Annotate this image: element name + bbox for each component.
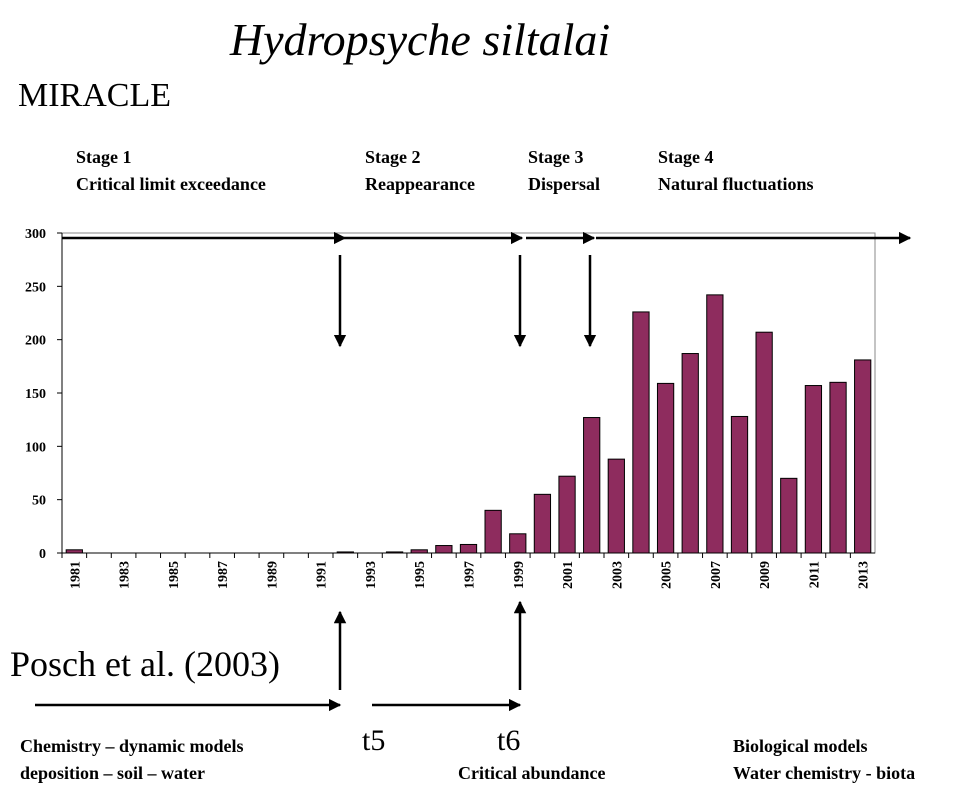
- stage-number: Stage 1: [76, 147, 132, 167]
- annotation: Critical abundance: [458, 763, 606, 783]
- annotation: Chemistry – dynamic models: [20, 736, 244, 756]
- x-tick-label: 1995: [413, 561, 428, 589]
- x-tick-label: 1999: [512, 561, 527, 589]
- subtitle: MIRACLE: [18, 77, 171, 114]
- bar: [854, 359, 872, 554]
- x-tick-label: 2005: [660, 561, 675, 589]
- arrows: [35, 231, 912, 712]
- x-tick-label: 1991: [315, 561, 330, 589]
- plot-frame: [61, 232, 876, 554]
- y-tick-label: 250: [25, 280, 46, 295]
- bar: [829, 381, 847, 554]
- x-tick-label: 1983: [118, 561, 133, 589]
- bar: [656, 382, 675, 554]
- y-tick-label: 50: [32, 494, 46, 509]
- x-tick-label: 1987: [216, 561, 231, 589]
- x-tick-label: 2011: [807, 561, 822, 588]
- bar: [730, 415, 749, 554]
- bar: [706, 294, 724, 554]
- bar: [385, 551, 404, 554]
- bar: [484, 509, 502, 554]
- x-tick-label: 2001: [561, 561, 576, 589]
- annotation: t5: [362, 724, 385, 757]
- stage-name: Natural fluctuations: [658, 174, 814, 194]
- stage-name: Critical limit exceedance: [76, 174, 266, 194]
- x-tick-label: 2009: [758, 561, 773, 589]
- x-tick-label: 1981: [68, 561, 83, 589]
- x-tick-label: 1985: [167, 561, 182, 589]
- bar: [558, 475, 576, 554]
- x-tick-label: 2007: [709, 561, 724, 589]
- stage-number: Stage 3: [528, 147, 584, 167]
- annotations: Posch et al. (2003) t5 t6 Chemistry – dynam…: [10, 644, 915, 783]
- x-tick-label: 2013: [857, 561, 872, 589]
- annotation: Biological models: [733, 736, 868, 756]
- annotation: Water chemistry - biota: [733, 763, 915, 783]
- stage-name: Dispersal: [528, 174, 600, 194]
- bar: [533, 493, 552, 554]
- bar: [804, 385, 823, 554]
- y-tick-label: 200: [25, 334, 46, 349]
- stage-number: Stage 2: [365, 147, 421, 167]
- plot: 0 50 100 150 200 250 300 1981 1983 1985 1987 1989 19…: [25, 227, 876, 589]
- x-tick-label: 1997: [463, 561, 478, 589]
- y-tick-label: 150: [25, 387, 46, 402]
- bar: [509, 533, 527, 554]
- y-tick-label: 100: [25, 440, 46, 455]
- y-tick-label: 0: [39, 547, 46, 562]
- bar: [632, 311, 650, 554]
- bar: [780, 477, 798, 554]
- bar: [681, 353, 699, 554]
- stage-number: Stage 4: [658, 147, 714, 167]
- x-tick-label: 1989: [265, 561, 280, 589]
- bar: [435, 545, 453, 554]
- bar: [336, 551, 354, 554]
- y-tick-label: 300: [25, 227, 46, 242]
- stages: Stage 1 Critical limit exceedance Stage 2 R…: [76, 147, 814, 194]
- annotation: t6: [497, 724, 520, 757]
- chart-title: Hydropsyche siltalai: [229, 14, 610, 65]
- x-tick-label: 1993: [364, 561, 379, 589]
- annotation: Posch et al. (2003): [10, 644, 280, 684]
- bar: [65, 549, 83, 554]
- bar: [583, 417, 601, 554]
- bar: [459, 543, 478, 554]
- annotation: deposition – soil – water: [20, 763, 205, 783]
- x-tick-label: 2003: [610, 561, 625, 589]
- bar: [607, 458, 625, 554]
- bar: [410, 549, 428, 554]
- stage-name: Reappearance: [365, 174, 475, 194]
- bar: [755, 331, 773, 554]
